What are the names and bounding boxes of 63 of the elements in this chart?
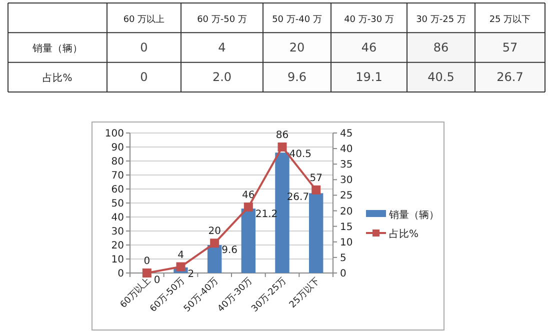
legend-label: 销量（辆）	[388, 209, 439, 221]
y2-tick-label: 10	[340, 237, 353, 248]
bar	[207, 245, 222, 273]
point	[142, 268, 152, 278]
data-label: 26.7	[496, 70, 524, 84]
y-tick-label: 20	[111, 240, 124, 252]
data-label: 46	[242, 190, 255, 202]
y-tick-label: 80	[111, 156, 124, 168]
data-label: 0	[154, 275, 160, 286]
y-tick-label: 90	[111, 142, 124, 154]
data-label: 0	[140, 70, 148, 84]
data-label: 20	[289, 40, 305, 54]
x-tick-label: 60 万以上	[123, 14, 165, 25]
y2-tick-label: 0	[340, 268, 346, 280]
data-label: 0	[140, 40, 148, 54]
y-tick-label: 60	[111, 184, 124, 196]
point	[176, 262, 186, 272]
point	[210, 238, 220, 248]
y2-tick-label: 25	[340, 190, 353, 202]
y2-tick-label: 40	[340, 144, 353, 156]
data-label: 4	[178, 250, 184, 261]
data-label: 86	[276, 130, 289, 141]
y2-tick-label: 15	[340, 222, 353, 233]
data-label: 9.6	[287, 70, 307, 84]
data-label: 57	[502, 40, 518, 54]
point	[278, 142, 287, 152]
data-label: 2.0	[212, 70, 232, 84]
x-tick-label: 50 万-40 万	[272, 14, 322, 25]
y-tick-label: 100	[104, 128, 124, 140]
x-tick-label: 30万-25万	[250, 276, 288, 314]
x-tick-label: 30 万-25 万	[416, 14, 466, 25]
y-tick-label: 50	[111, 198, 124, 210]
y-tick-label: 70	[111, 170, 124, 182]
point	[312, 185, 321, 194]
y-tick-label: 10	[111, 254, 124, 266]
data-label: 20	[208, 226, 221, 238]
data-label: 57	[310, 172, 322, 184]
bar	[275, 152, 290, 273]
point	[244, 202, 253, 212]
y-tick-label: 40	[111, 212, 124, 224]
data-label: 9.6	[222, 245, 238, 256]
x-tick-label: 60 万-50 万	[197, 14, 247, 25]
data-label: 4	[218, 40, 226, 54]
x-tick-label: 40 万-30 万	[344, 14, 394, 25]
y2-tick-label: 35	[340, 160, 353, 171]
data-label: 86	[433, 40, 449, 54]
y-tick-label: 0	[118, 268, 124, 280]
data-label: 40.5	[289, 149, 312, 160]
y-tick-label: 30	[111, 226, 124, 238]
data-label: 2	[188, 268, 194, 280]
x-tick-label: 25万以下	[287, 275, 322, 310]
x-tick-label: 25 万以下	[489, 14, 531, 25]
y2-tick-label: 20	[340, 206, 353, 218]
y2-tick-label: 30	[340, 175, 353, 186]
data-label: 46	[361, 40, 377, 54]
data-label: 0	[144, 256, 150, 267]
y2-tick-label: 5	[340, 252, 346, 264]
data-label: 19.1	[356, 70, 382, 84]
data-label: 40.5	[428, 70, 454, 84]
bar	[308, 193, 324, 273]
y2-tick-label: 45	[340, 128, 353, 140]
bar	[241, 208, 256, 273]
legend-label: 占比%	[389, 228, 419, 240]
